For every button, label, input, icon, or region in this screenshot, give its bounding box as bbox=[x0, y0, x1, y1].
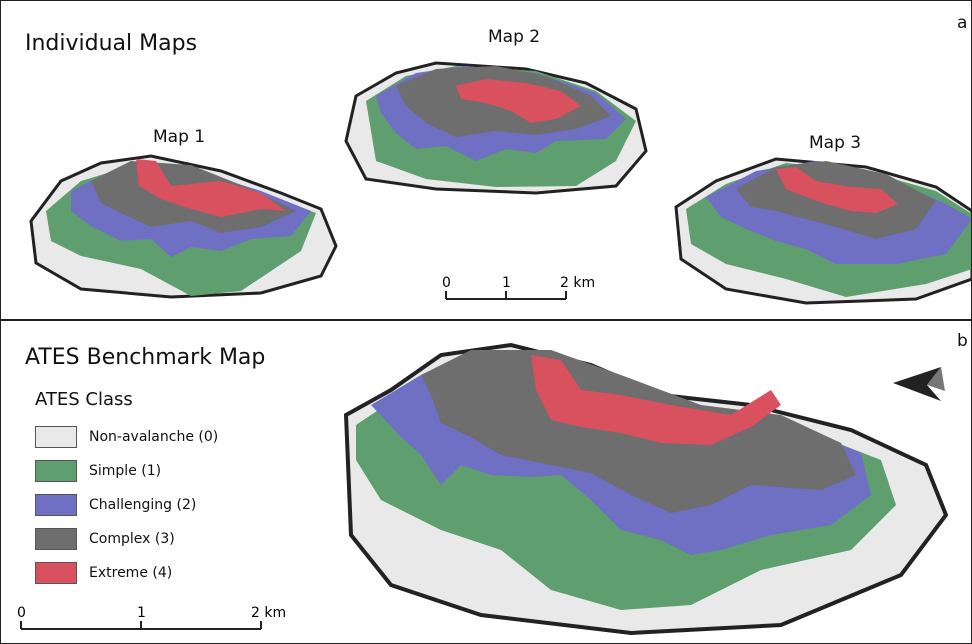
panel-b-scale-tick-2: 2 km bbox=[251, 605, 286, 621]
map-1-label: Map 1 bbox=[153, 127, 206, 147]
panel-b-scale-bar: 0 1 2 km bbox=[17, 605, 286, 630]
panel-a-scale-tick-1: 1 bbox=[502, 275, 511, 291]
map-2-terrain bbox=[344, 61, 648, 195]
panel-a-individual-maps: Individual Maps a Map 1 Map 2 Map 3 0 1 … bbox=[0, 0, 972, 320]
panel-a-scale-tick-0: 0 bbox=[442, 275, 451, 291]
legend-swatch-extreme bbox=[35, 562, 77, 584]
legend-swatch-simple bbox=[35, 460, 77, 482]
panel-b-scale-tick-1: 1 bbox=[137, 605, 146, 621]
benchmark-map-terrain bbox=[343, 342, 949, 635]
panel-b-benchmark-map: ATES Benchmark Map b ATES Class Non-aval… bbox=[0, 320, 972, 644]
legend-label-complex: Complex (3) bbox=[89, 531, 175, 547]
legend-label-extreme: Extreme (4) bbox=[89, 565, 173, 581]
map-3-terrain bbox=[674, 157, 971, 305]
north-arrow-icon bbox=[893, 367, 945, 401]
panel-a-letter: a bbox=[957, 13, 968, 33]
legend-item-non-avalanche: Non-avalanche (0) bbox=[35, 425, 218, 449]
legend-swatch-non-avalanche bbox=[35, 426, 77, 448]
legend-item-extreme: Extreme (4) bbox=[35, 561, 172, 585]
panel-b-scale-tick-0: 0 bbox=[17, 605, 26, 621]
map-3-label: Map 3 bbox=[809, 133, 862, 153]
legend-title: ATES Class bbox=[35, 389, 133, 410]
panel-a-scale-bar: 0 1 2 km bbox=[442, 275, 595, 300]
map-2-label: Map 2 bbox=[488, 27, 541, 47]
map-1-terrain bbox=[29, 154, 338, 299]
panel-a-scale-tick-2: 2 km bbox=[560, 275, 595, 291]
legend-item-complex: Complex (3) bbox=[35, 527, 175, 551]
panel-a-heading: Individual Maps bbox=[25, 31, 198, 56]
legend-item-simple: Simple (1) bbox=[35, 459, 161, 483]
map-2-extreme-zone bbox=[456, 79, 581, 123]
legend-swatch-complex bbox=[35, 528, 77, 550]
map-1-extreme-zone bbox=[136, 159, 286, 217]
panel-b-heading: ATES Benchmark Map bbox=[25, 345, 266, 370]
legend-label-simple: Simple (1) bbox=[89, 463, 162, 479]
legend-label-challenging: Challenging (2) bbox=[89, 497, 197, 513]
panel-b-letter: b bbox=[957, 331, 968, 351]
benchmark-extreme-zone bbox=[531, 355, 781, 445]
legend-swatch-challenging bbox=[35, 494, 77, 516]
map-3-extreme-zone bbox=[776, 167, 898, 213]
legend-label-non-avalanche: Non-avalanche (0) bbox=[89, 429, 219, 445]
legend-item-challenging: Challenging (2) bbox=[35, 493, 196, 517]
